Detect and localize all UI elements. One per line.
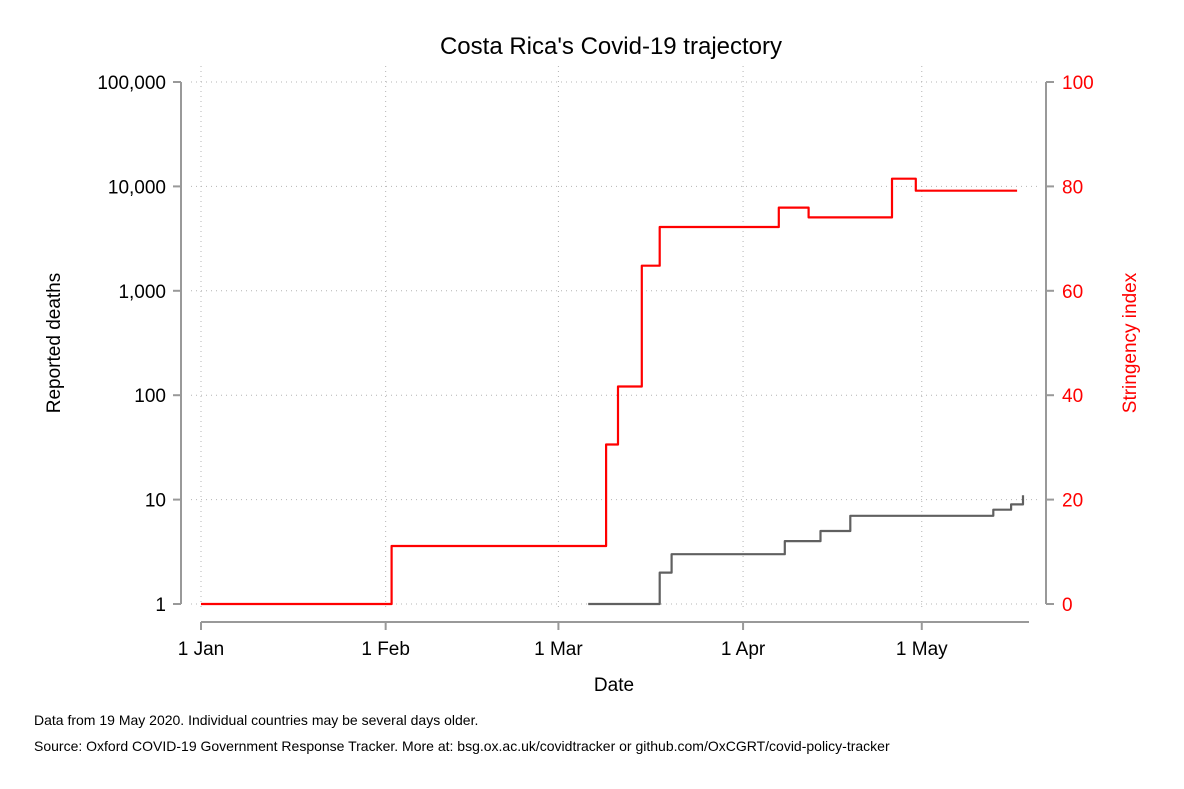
y-right-tick-label: 0 [1062,595,1073,616]
axes [173,81,1054,630]
x-tick-label: 1 Jan [178,639,224,660]
x-tick-label: 1 Mar [534,639,583,660]
data-note: Data from 19 May 2020. Individual countr… [34,712,479,728]
y-right-tick-label: 20 [1062,491,1083,512]
y-right-tick-label: 80 [1062,177,1083,198]
y-left-tick-label: 10 [145,491,166,512]
chart-title: Costa Rica's Covid-19 trajectory [440,33,782,60]
deaths-line [588,495,1025,606]
stringency-line [201,177,1018,606]
y-left-tick-label: 1,000 [118,282,166,303]
series [201,177,1025,606]
x-tick-label: 1 Apr [721,639,766,660]
y-right-tick-label: 100 [1062,73,1094,94]
chart: Costa Rica's Covid-19 trajectory Date Re… [44,33,1141,696]
y-axis-label-left: Reported deaths [44,273,65,414]
y-left-tick-label: 10,000 [108,177,166,198]
y-left-tick-label: 100 [134,386,166,407]
gridlines [191,66,1039,608]
y-right-tick-label: 60 [1062,282,1083,303]
labels: Costa Rica's Covid-19 trajectory Date Re… [44,33,1141,696]
y-left-tick-label: 100,000 [97,73,166,94]
source-note: Source: Oxford COVID-19 Government Respo… [34,738,890,754]
y-left-tick-label: 1 [155,595,166,616]
x-tick-label: 1 May [896,639,948,660]
y-axis-label-right: Stringency index [1120,272,1141,413]
y-right-tick-label: 40 [1062,386,1083,407]
x-tick-label: 1 Feb [361,639,410,660]
x-axis-label: Date [594,675,634,696]
